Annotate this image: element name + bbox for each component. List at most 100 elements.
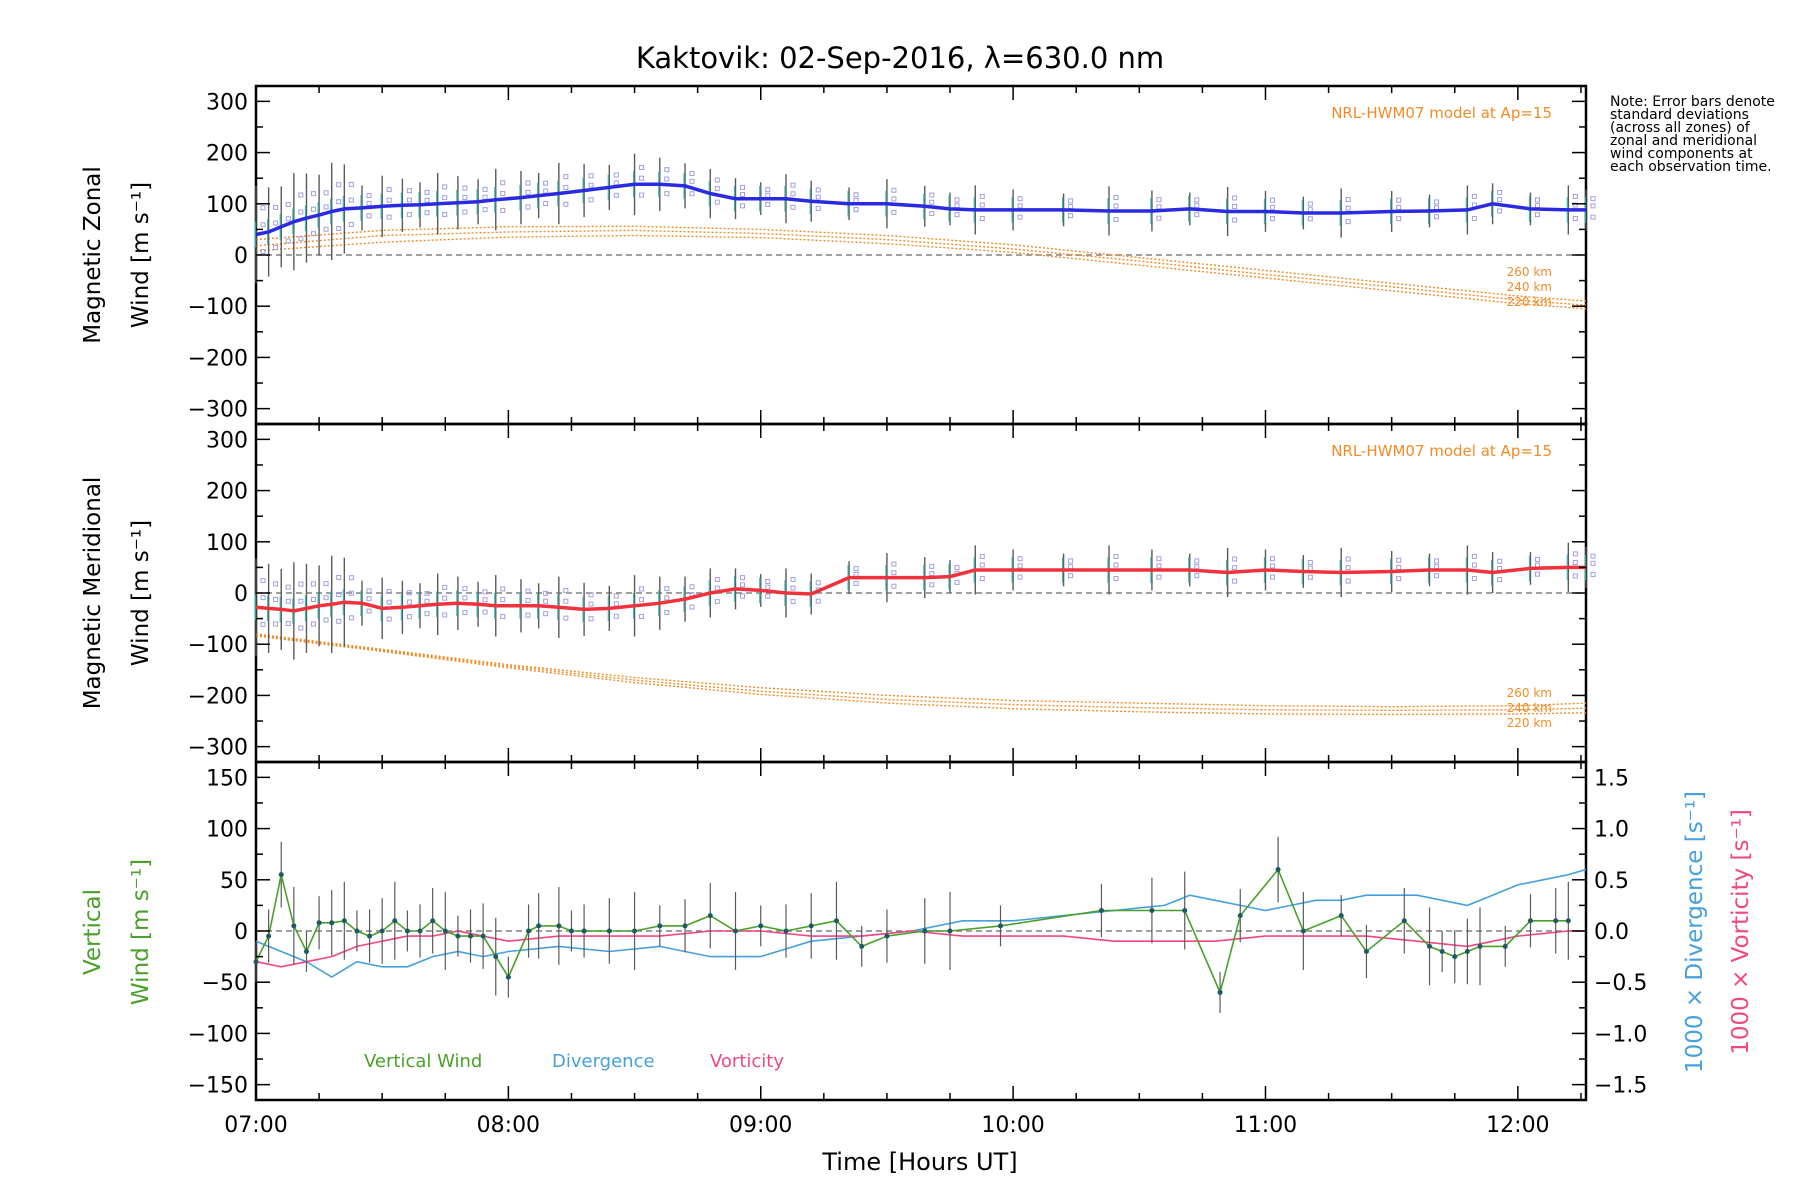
zonal-zone-marker — [1068, 204, 1074, 210]
zonal-zone-marker — [664, 167, 670, 173]
x-tick-label: 11:00 — [1234, 1113, 1297, 1138]
meridional-zone-marker — [273, 621, 279, 627]
meridional-zone-marker — [500, 586, 506, 592]
zonal-zone-marker — [765, 201, 771, 207]
zonal-zone-marker — [1156, 197, 1162, 203]
meridional-zone-marker — [1113, 562, 1119, 568]
zonal-wind-line — [255, 182, 1586, 237]
zonal-zone-marker — [1068, 213, 1074, 219]
zonal-zone-marker — [1396, 197, 1402, 203]
meridional-zone-marker — [386, 588, 392, 594]
meridional-zone-marker — [1572, 551, 1578, 557]
meridional-zone-marker — [285, 598, 291, 604]
vertical-wind-point — [354, 928, 360, 934]
y-tick-label: −100 — [188, 633, 248, 658]
zonal-zone-marker — [853, 207, 859, 213]
meridional-zone-marker — [1590, 553, 1596, 559]
zonal-zone-marker — [406, 197, 412, 203]
meridional-zone-marker — [500, 614, 506, 620]
meridional-zone-marker — [639, 614, 645, 620]
vertical-wind-point — [1477, 943, 1483, 949]
meridional-zone-marker — [639, 597, 645, 603]
zonal-zone-marker — [273, 204, 279, 210]
zonal-zone-marker — [1307, 216, 1313, 222]
zonal-zone-marker — [1068, 198, 1074, 204]
meridional-zone-marker — [1434, 564, 1440, 570]
meridional-zone-marker — [500, 597, 506, 603]
zonal-zone-marker — [853, 198, 859, 204]
meridional-zone-marker — [1068, 564, 1074, 570]
meridional-zone-marker — [891, 570, 897, 576]
x-tick-label: 08:00 — [477, 1113, 540, 1138]
meridional-zone-marker — [1232, 565, 1238, 571]
zonal-zone-marker — [336, 182, 342, 188]
meridional-zone-marker — [543, 611, 549, 617]
meridional-zone-marker — [1232, 556, 1238, 562]
y-tick-label: 300 — [206, 90, 248, 115]
meridional-zone-marker — [348, 575, 354, 581]
meridional-zone-marker — [815, 580, 821, 586]
vertical-wind-point — [556, 923, 562, 929]
meridional-zone-marker — [1471, 576, 1477, 582]
zonal-zone-marker — [1232, 217, 1238, 223]
y-tick-label: 0 — [234, 920, 248, 945]
meridional-zone-marker — [1590, 572, 1596, 578]
vertical-wind-point — [1300, 928, 1306, 934]
meridional-zone-marker — [310, 581, 316, 587]
zonal-zone-marker — [689, 170, 695, 176]
vertical-wind-point — [417, 928, 423, 934]
meridional-zone-marker — [1471, 562, 1477, 568]
meridional-zone-marker — [543, 590, 549, 596]
meridional-zone-marker — [853, 580, 859, 586]
zonal-zone-marker — [765, 187, 771, 193]
zonal-zone-marker — [310, 206, 316, 212]
vertical-wind-point — [1363, 948, 1369, 954]
zonal-zone-marker — [285, 216, 291, 222]
meridional-zone-marker — [1345, 578, 1351, 584]
vertical-wind-point — [1237, 913, 1243, 919]
meridional-zone-marker — [386, 616, 392, 622]
vertical-wind-point — [341, 918, 347, 924]
meridional-zone-marker — [613, 601, 619, 607]
meridional-zone-marker — [260, 595, 266, 601]
meridional-zone-marker — [1534, 571, 1540, 577]
zonal-zone-marker — [482, 194, 488, 200]
meridional-zone-marker — [954, 579, 960, 585]
zonal-zone-marker — [1590, 203, 1596, 209]
meridional-zone-marker — [442, 595, 448, 601]
zonal-zone-marker — [853, 192, 859, 198]
meridional-zone-marker — [954, 565, 960, 571]
vertical-wind-point — [278, 872, 284, 878]
meridional-zone-marker — [366, 596, 372, 602]
zonal-zone-marker — [588, 197, 594, 203]
y-tick-label: −200 — [188, 346, 248, 371]
vertical-wind-point — [266, 933, 272, 939]
meridional-zone-marker — [273, 596, 279, 602]
zonal-zone-marker — [929, 199, 935, 205]
x-tick-label: 12:00 — [1486, 1113, 1549, 1138]
meridional-zone-marker — [891, 583, 897, 589]
meridional-zone-marker — [790, 576, 796, 582]
meridional-zone-marker — [525, 597, 531, 603]
meridional-zone-marker — [406, 590, 412, 596]
zonal-zone-marker — [406, 188, 412, 194]
meridional-zone-marker — [525, 588, 531, 594]
y-tick-label: 100 — [206, 818, 248, 843]
zonal-zone-marker — [1471, 193, 1477, 199]
zonal-zone-marker — [310, 191, 316, 197]
vertical-wind-point — [808, 923, 814, 929]
zonal-zone-marker — [1572, 193, 1578, 199]
meridional-zone-marker — [1194, 573, 1200, 579]
meridional-zone-marker — [1396, 564, 1402, 570]
zonal-zone-marker — [1590, 214, 1596, 220]
vertical-wind-point — [379, 928, 385, 934]
vertical-wind-point — [1452, 954, 1458, 960]
meridional-zone-marker — [929, 563, 935, 569]
zonal-zone-marker — [790, 191, 796, 197]
meridional-zone-marker — [462, 586, 468, 592]
y2-tick-label: 1.0 — [1594, 818, 1629, 843]
zonal-zone-marker — [815, 194, 821, 200]
meridional-zone-marker — [298, 598, 304, 604]
y-tick-label: −100 — [188, 295, 248, 320]
